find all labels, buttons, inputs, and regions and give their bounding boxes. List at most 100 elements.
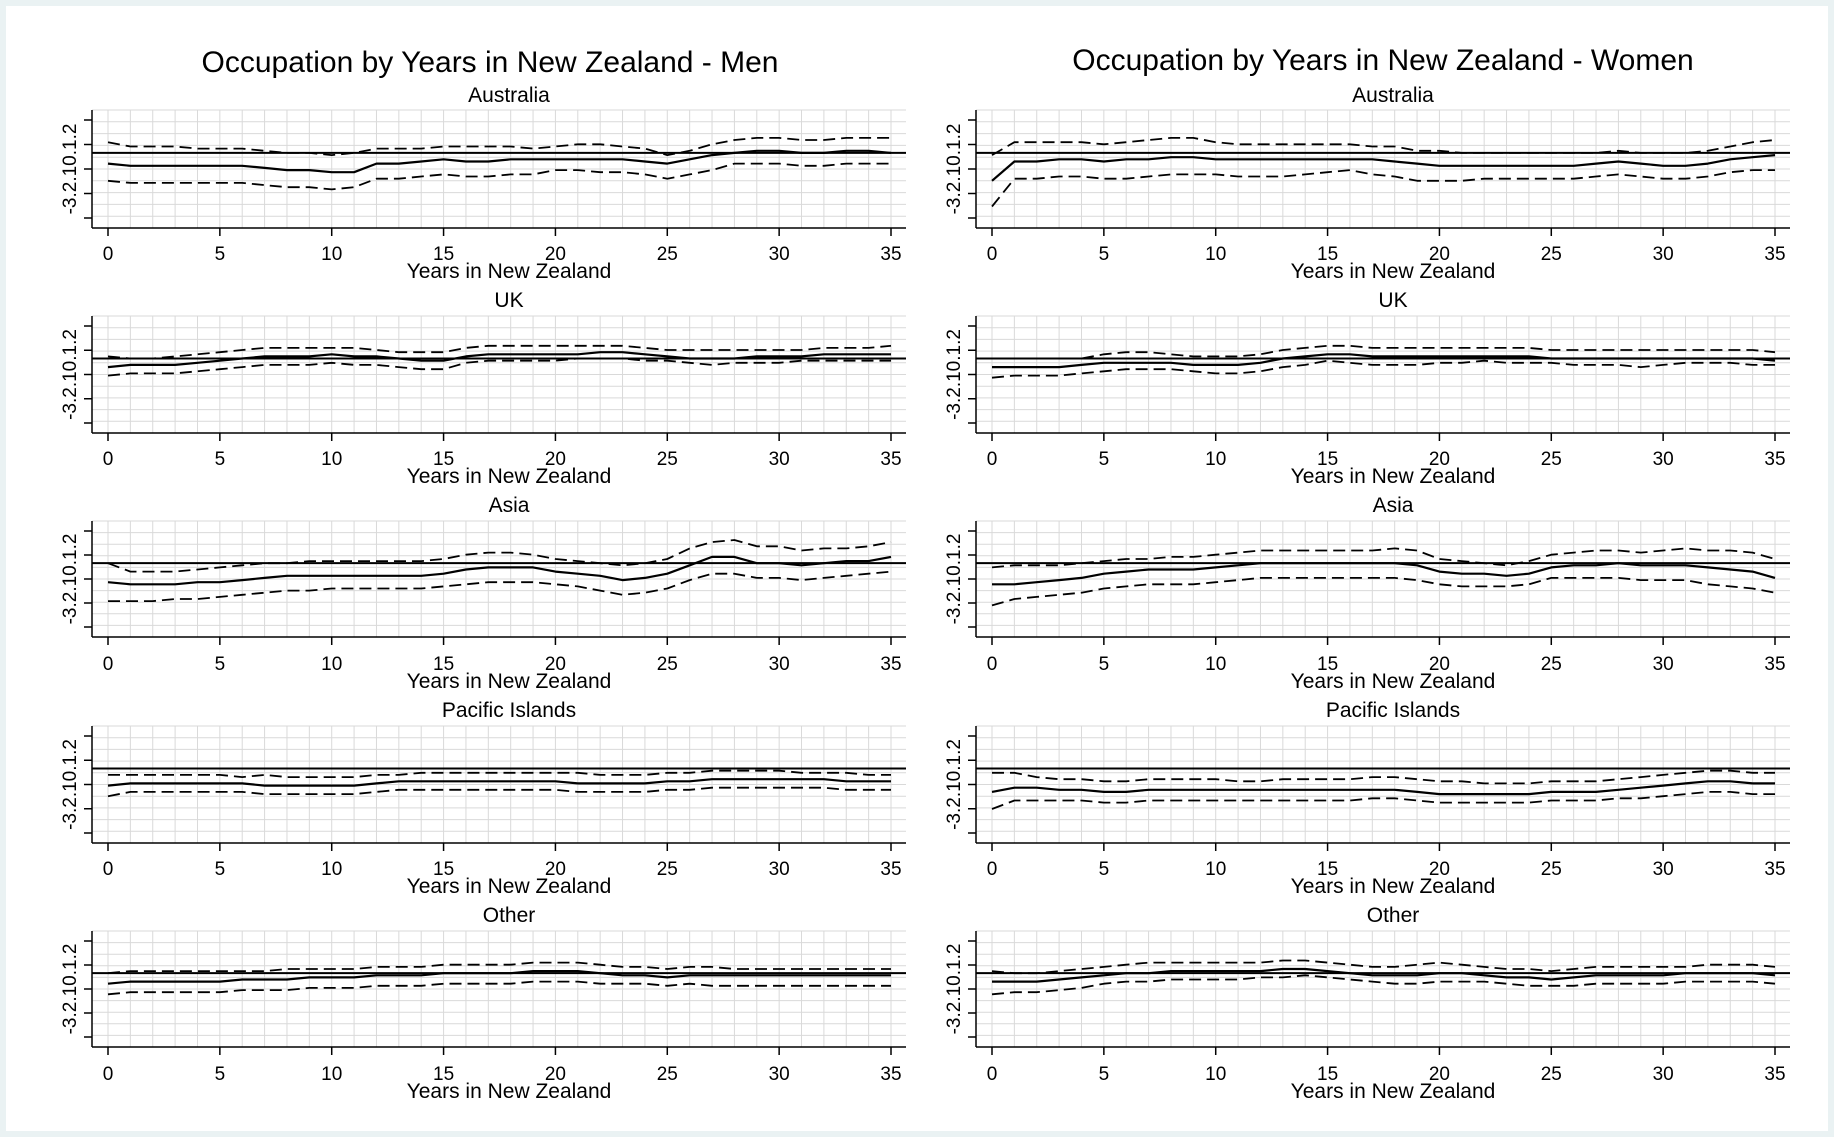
estimate-line	[992, 967, 1776, 983]
panel-title: Other	[483, 904, 536, 927]
x-tick-label: 25	[657, 1064, 678, 1085]
estimate-line	[107, 969, 891, 985]
x-tick-label: 10	[321, 654, 342, 675]
x-tick-label: 35	[880, 244, 901, 265]
panel-men-other: -3.2.10.1.2 0 5 10 15 20 25 30 35 Other Years in N…	[60, 904, 906, 1103]
x-axis-label: Years in New Zealand	[407, 670, 612, 693]
x-tick-label: 5	[215, 654, 226, 675]
x-tick-label: 25	[657, 654, 678, 675]
lower-ci-line	[991, 974, 1776, 996]
x-tick-label: 30	[769, 1064, 790, 1085]
panel-men-uk: -3.2.10.1.2 0 5 10 15 20 25 30 35 UK Years in New …	[60, 289, 906, 488]
x-tick-label: 20	[545, 1064, 566, 1085]
x-tick-label: 30	[1653, 654, 1674, 675]
x-tick-label: 20	[545, 859, 566, 880]
panel-title: Asia	[489, 494, 530, 517]
x-tick-label: 0	[103, 244, 114, 265]
panel-title: Pacific Islands	[442, 699, 576, 722]
x-tick-label: 5	[1099, 449, 1110, 470]
x-tick-label: 0	[103, 654, 114, 675]
upper-ci-line	[991, 136, 1776, 156]
x-tick-label: 0	[987, 244, 998, 265]
lower-ci-line	[991, 359, 1775, 379]
x-tick-label: 5	[215, 449, 226, 470]
x-tick-label: 35	[880, 859, 901, 880]
x-tick-label: 25	[1541, 654, 1562, 675]
panel-title: Asia	[1373, 494, 1414, 517]
x-tick-label: 15	[1317, 449, 1338, 470]
y-tick-label: -3.2.10.1.2	[944, 944, 965, 1035]
y-tick-label: -3.2.10.1.2	[944, 534, 965, 625]
x-axis-label: Years in New Zealand	[1291, 260, 1496, 283]
x-tick-label: 15	[1317, 859, 1338, 880]
x-axis-label: Years in New Zealand	[407, 465, 612, 488]
x-tick-label: 10	[321, 449, 342, 470]
panel-men-asia: -3.2.10.1.2 0 5 10 15 20 25 30 35 Asia Years in Ne…	[60, 494, 906, 693]
x-tick-label: 15	[433, 244, 454, 265]
y-tick-label: -3.2.10.1.2	[944, 329, 965, 420]
x-tick-label: 5	[1099, 654, 1110, 675]
x-tick-label: 30	[1653, 1064, 1674, 1085]
panel-title: UK	[1378, 289, 1407, 312]
x-tick-label: 5	[1099, 244, 1110, 265]
lower-ci-line	[107, 162, 891, 191]
x-tick-label: 15	[1317, 654, 1338, 675]
estimate-line	[991, 154, 1776, 182]
x-tick-label: 20	[1429, 449, 1450, 470]
lower-ci-line	[107, 786, 891, 798]
x-tick-label: 30	[1653, 244, 1674, 265]
x-axis-label: Years in New Zealand	[1291, 875, 1496, 898]
x-tick-label: 15	[433, 449, 454, 470]
panel-title: Other	[1367, 904, 1420, 927]
column-title-women: Occupation by Years in New Zealand - Wom…	[1072, 44, 1693, 77]
panel-title: UK	[494, 289, 523, 312]
lower-ci-line	[991, 577, 1776, 607]
x-tick-label: 5	[1099, 859, 1110, 880]
upper-ci-line	[107, 539, 892, 573]
x-tick-label: 15	[433, 859, 454, 880]
upper-ci-line	[108, 769, 891, 778]
x-tick-label: 0	[103, 859, 114, 880]
x-tick-label: 10	[1205, 449, 1226, 470]
y-tick-label: -3.2.10.1.2	[60, 124, 81, 215]
panel-women-uk: -3.2.10.1.2 0 5 10 15 20 25 30 35 UK Years in New …	[944, 289, 1790, 488]
x-tick-label: 35	[1764, 654, 1785, 675]
x-tick-label: 5	[215, 1064, 226, 1085]
x-tick-label: 10	[321, 244, 342, 265]
x-tick-label: 30	[769, 859, 790, 880]
y-tick-label: -3.2.10.1.2	[60, 739, 81, 830]
estimate-line	[107, 149, 892, 174]
x-tick-label: 0	[103, 1064, 114, 1085]
x-tick-label: 20	[545, 654, 566, 675]
x-tick-label: 0	[987, 654, 998, 675]
y-tick-label: -3.2.10.1.2	[60, 944, 81, 1035]
lower-ci-line	[108, 570, 892, 602]
x-tick-label: 35	[880, 449, 901, 470]
x-tick-label: 20	[1429, 1064, 1450, 1085]
x-tick-label: 25	[1541, 244, 1562, 265]
lower-ci-line	[991, 169, 1775, 208]
x-tick-label: 30	[769, 654, 790, 675]
x-tick-label: 25	[1541, 449, 1562, 470]
x-tick-label: 5	[215, 859, 226, 880]
x-tick-label: 5	[1099, 1064, 1110, 1085]
x-tick-label: 0	[987, 449, 998, 470]
x-tick-label: 20	[1429, 859, 1450, 880]
x-tick-label: 35	[880, 654, 901, 675]
x-tick-label: 15	[433, 654, 454, 675]
upper-ci-line	[991, 547, 1776, 569]
y-tick-label: -3.2.10.1.2	[944, 124, 965, 215]
x-tick-label: 10	[1205, 654, 1226, 675]
panel-title: Pacific Islands	[1326, 699, 1460, 722]
y-tick-label: -3.2.10.1.2	[60, 329, 81, 420]
x-tick-label: 20	[1429, 654, 1450, 675]
x-axis-label: Years in New Zealand	[407, 260, 612, 283]
x-tick-label: 30	[1653, 449, 1674, 470]
estimate-line	[992, 562, 1776, 586]
x-tick-label: 25	[657, 244, 678, 265]
x-tick-label: 0	[987, 859, 998, 880]
estimate-line	[107, 351, 891, 369]
column-title-men: Occupation by Years in New Zealand - Men	[202, 46, 779, 79]
panel-women-asia: -3.2.10.1.2 0 5 10 15 20 25 30 35 Asia Years in Ne…	[944, 494, 1790, 693]
